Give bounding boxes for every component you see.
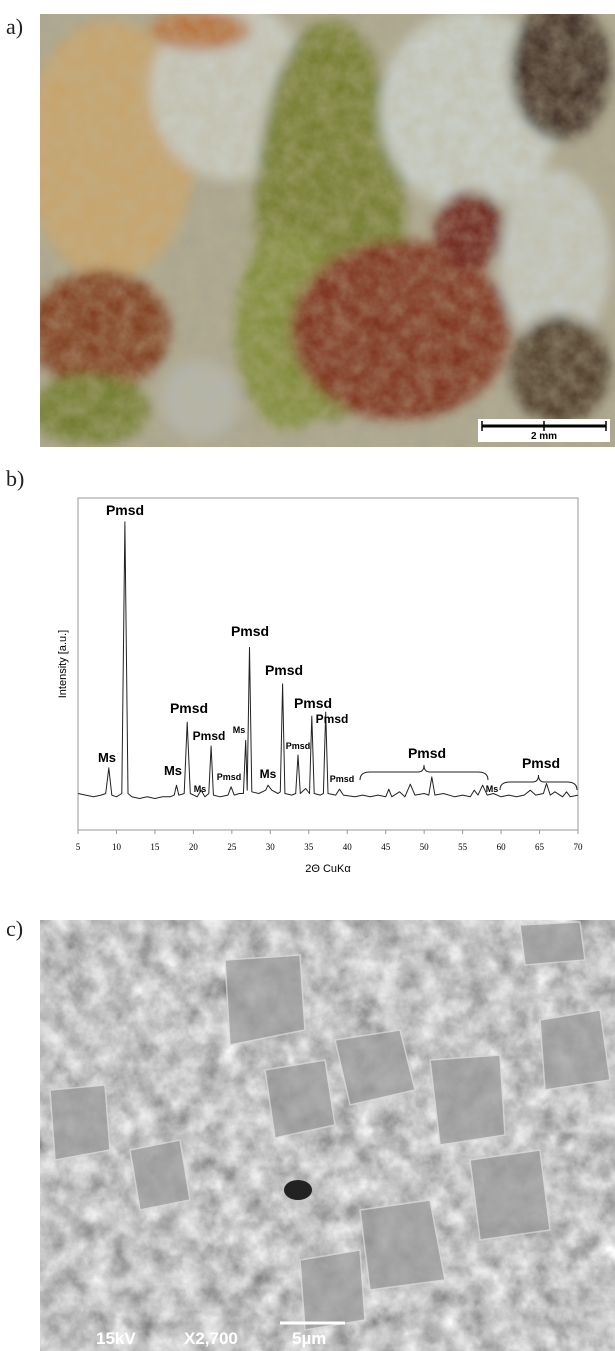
x-tick-label: 60 <box>497 842 507 852</box>
xrd-pattern <box>78 522 578 799</box>
xrd-chart: 5 10 15 20 25 30 35 40 45 50 55 60 65 70 Pmsd Ms Ms Pmsd M… <box>76 502 583 852</box>
x-tick-label: 25 <box>227 842 237 852</box>
peak-label: Ms <box>164 763 182 778</box>
x-tick-label: 30 <box>266 842 276 852</box>
panel-label: b) <box>6 466 24 491</box>
x-tick-label: 50 <box>420 842 430 852</box>
panel-label: a) <box>6 14 23 39</box>
peak-label: Ms <box>486 784 499 794</box>
x-tick-label: 70 <box>574 842 584 852</box>
x-tick-label: 55 <box>458 842 468 852</box>
x-tick-label: 15 <box>150 842 160 852</box>
peak-label: Pmsd <box>106 502 144 518</box>
scale-bar: 2 mm <box>478 419 610 442</box>
sem-image <box>40 920 615 1351</box>
x-axis-label: 2Θ CuKα <box>305 863 351 875</box>
bracket <box>500 775 577 790</box>
x-tick-label: 10 <box>112 842 122 852</box>
peak-label: Pmsd <box>408 745 446 761</box>
peak-label: Pmsd <box>217 772 242 782</box>
figure: a) 2 mm b) 2Θ CuKα Intensity <box>0 0 615 1351</box>
mineral-photo <box>25 0 615 447</box>
x-tick-label: 20 <box>189 842 199 852</box>
bracket <box>360 765 488 780</box>
peak-label: Pmsd <box>294 695 332 711</box>
peak-label: Pmsd <box>265 662 303 678</box>
peak-label: Pmsd <box>286 741 311 751</box>
magnification: X2,700 <box>184 1329 238 1348</box>
peak-label: Pmsd <box>330 774 355 784</box>
y-axis-label: Intensity [a.u.] <box>57 630 69 698</box>
panel-label: c) <box>6 916 23 941</box>
x-tick-label: 65 <box>535 842 545 852</box>
peak-label: Ms <box>98 750 116 765</box>
x-tick-label: 45 <box>381 842 391 852</box>
peak-label: Pmsd <box>170 700 208 716</box>
peak-label: Pmsd <box>231 623 269 639</box>
peak-label: Ms <box>194 784 207 794</box>
peak-label: Ms <box>260 767 277 781</box>
peak-label: Pmsd <box>522 755 560 771</box>
peak-label: Pmsd <box>316 712 349 726</box>
scale-label: 2 mm <box>531 431 557 442</box>
scale-label: 5µm <box>292 1329 326 1348</box>
x-tick-label: 40 <box>343 842 353 852</box>
voltage: 15kV <box>96 1329 136 1348</box>
x-tick-label: 5 <box>76 842 81 852</box>
x-tick-label: 35 <box>304 842 314 852</box>
peak-label: Pmsd <box>193 729 226 743</box>
peak-label: Ms <box>233 725 246 735</box>
